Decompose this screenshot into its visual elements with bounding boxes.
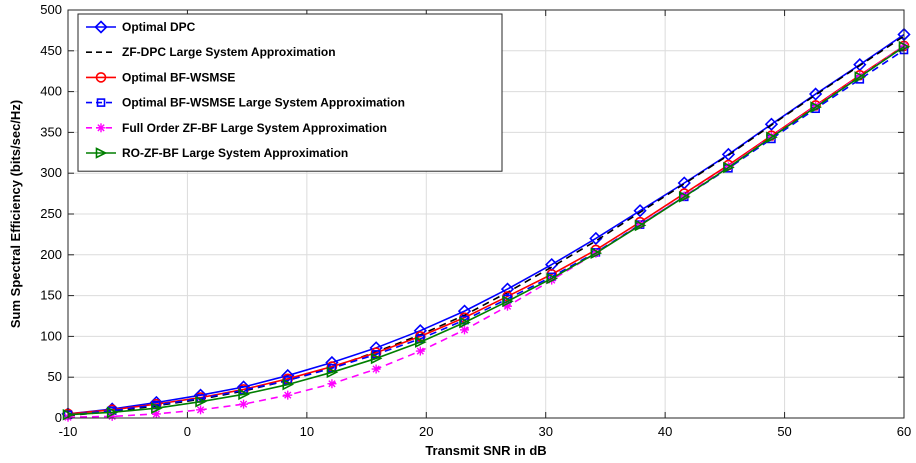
x-tick-label: 20 — [419, 424, 433, 439]
y-tick-label: 200 — [40, 247, 62, 262]
x-tick-label: 0 — [184, 424, 191, 439]
marker-stroke — [416, 347, 424, 355]
series-6 — [62, 40, 911, 421]
data-point — [282, 378, 295, 391]
data-point — [106, 406, 119, 419]
legend: Optimal DPC ZF-DPC Large System Approxima… — [77, 13, 503, 172]
ticks: -10 0 10 20 30 40 50 60050100150200250300350400… — [40, 2, 911, 439]
series-line — [67, 35, 905, 417]
legend-entry: RO-ZF-BF Large System Approximation — [86, 146, 348, 160]
data-point — [239, 399, 249, 409]
data-point — [502, 295, 514, 308]
y-tick-label: 250 — [40, 206, 62, 221]
legend-marker — [96, 98, 106, 107]
data-point — [415, 346, 425, 356]
y-tick-label: 100 — [40, 328, 62, 343]
legend-label: RO-ZF-BF Large System Approximation — [122, 146, 348, 160]
series-2 — [67, 35, 905, 417]
series-line — [67, 49, 905, 416]
data-point — [634, 219, 647, 232]
legend-entry: Optimal BF-WSMSE — [86, 70, 235, 84]
data-point — [678, 191, 691, 203]
series-line — [67, 33, 905, 415]
data-point — [195, 395, 207, 408]
data-point — [590, 247, 603, 259]
legend-marker — [95, 147, 108, 159]
x-tick-label: 10 — [300, 424, 314, 439]
data-point — [371, 364, 381, 374]
y-tick-label: 450 — [40, 43, 62, 58]
x-tick-label: 60 — [897, 424, 911, 439]
marker-stroke — [284, 391, 292, 399]
data-point — [196, 405, 206, 415]
data-point — [283, 390, 293, 400]
data-point — [459, 316, 471, 329]
x-tick-label: 50 — [777, 424, 791, 439]
y-tick-label: 50 — [48, 369, 62, 384]
marker-stroke — [372, 365, 380, 373]
legend-label: ZF-DPC Large System Approximation — [122, 45, 336, 59]
legend-label: Optimal DPC — [122, 20, 196, 34]
marker-stroke — [503, 302, 512, 310]
data-point — [326, 366, 339, 379]
y-tick-label: 0 — [55, 410, 62, 425]
data-point — [327, 379, 337, 389]
legend-entry: Optimal BF-WSMSE Large System Approximat… — [86, 96, 405, 110]
x-tick-label: -10 — [59, 424, 78, 439]
data-point — [854, 71, 867, 83]
data-point — [193, 388, 208, 402]
y-tick-label: 400 — [40, 84, 62, 99]
marker-stroke — [97, 124, 105, 132]
data-point — [370, 352, 383, 365]
legend-label: Optimal BF-WSMSE Large System Approximat… — [122, 96, 405, 110]
y-tick-label: 300 — [40, 165, 62, 180]
legend-marker — [96, 123, 106, 133]
data-point — [633, 204, 647, 218]
legend-entry: Optimal DPC — [86, 20, 196, 34]
marker-stroke — [239, 400, 248, 408]
data-point — [238, 388, 250, 401]
series-layer — [61, 27, 911, 422]
data-point — [415, 336, 427, 348]
series-line — [67, 46, 905, 416]
x-tick-label: 40 — [658, 424, 672, 439]
data-point — [723, 161, 735, 174]
marker-stroke — [196, 406, 205, 414]
series-line — [67, 45, 905, 415]
legend-entry: ZF-DPC Large System Approximation — [86, 45, 336, 59]
legend-marker — [94, 20, 108, 34]
y-tick-label: 150 — [40, 288, 62, 303]
legend-label: Optimal BF-WSMSE — [122, 70, 235, 84]
marker-stroke — [460, 326, 469, 334]
legend-marker — [95, 72, 107, 83]
data-point — [589, 231, 603, 246]
data-point — [546, 272, 558, 285]
legend-box — [77, 13, 503, 172]
series-line — [67, 45, 905, 418]
data-point — [764, 117, 779, 131]
y-axis-label: Sum Spectral Efficiency (bits/sec/Hz) — [8, 100, 23, 328]
x-tick-label: 30 — [538, 424, 552, 439]
y-tick-label: 350 — [40, 124, 62, 139]
data-point — [151, 402, 163, 415]
y-tick-label: 500 — [40, 2, 62, 17]
data-point — [766, 131, 778, 144]
legend-entry: Full Order ZF-BF Large System Approximat… — [86, 121, 387, 135]
data-point — [460, 325, 470, 335]
marker-stroke — [328, 380, 336, 388]
data-point — [810, 101, 822, 113]
x-axis-label: Transmit SNR in dB — [425, 443, 546, 458]
legend-label: Full Order ZF-BF Large System Approximat… — [122, 121, 387, 135]
marker-stroke — [152, 410, 161, 418]
